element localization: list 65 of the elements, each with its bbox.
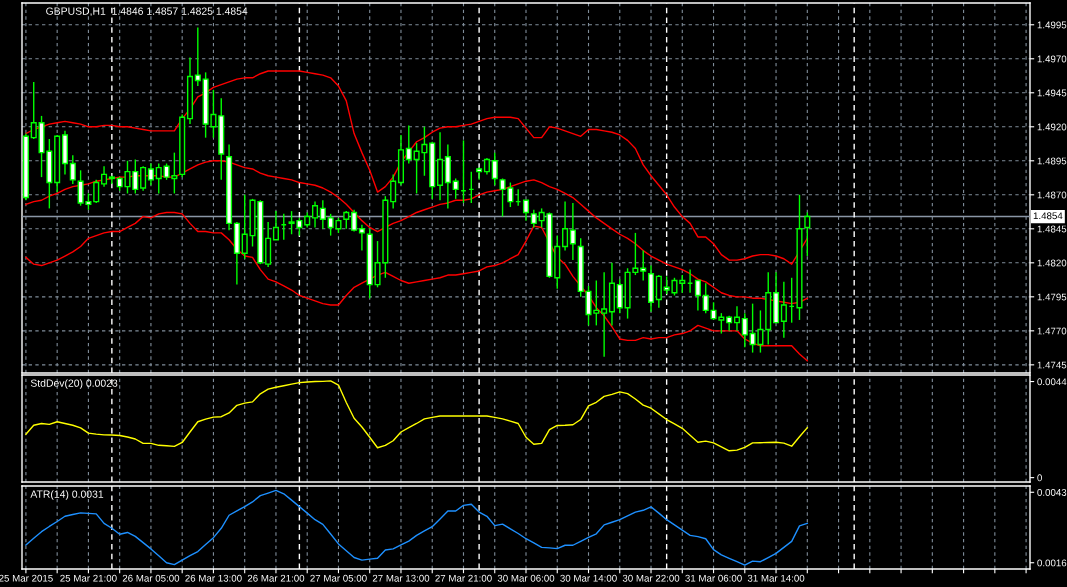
y-tick-label: 1.4945 — [1037, 89, 1067, 97]
candlestick — [140, 165, 147, 192]
line-series — [25, 380, 808, 452]
candlestick — [601, 271, 608, 358]
x-tick-label: 27 Mar 21:00 — [435, 574, 492, 582]
y-tick-label: 0.0043 — [1037, 489, 1067, 496]
x-tick-label: 27 Mar 13:00 — [372, 574, 430, 582]
candlestick — [733, 305, 741, 332]
candlestick — [155, 162, 162, 195]
candlestick — [741, 312, 748, 348]
candlestick — [655, 274, 662, 309]
candlestick — [804, 211, 811, 257]
candlestick — [562, 200, 569, 252]
candlestick — [93, 179, 100, 204]
x-tick-label: 30 Mar 14:00 — [560, 574, 617, 582]
line-series — [25, 489, 808, 566]
candlestick — [452, 177, 459, 200]
x-tick-label: 25 Mar 21:00 — [60, 574, 117, 582]
candlestick — [108, 175, 115, 185]
line-series — [25, 70, 808, 265]
candlestick — [640, 249, 647, 282]
y-tick-label: 1.4745 — [1037, 361, 1067, 369]
candlestick — [491, 151, 498, 186]
candlestick — [194, 26, 201, 87]
candlestick — [101, 165, 108, 188]
candlestick — [147, 162, 154, 186]
y-tick-label: 1.4820 — [1037, 259, 1067, 267]
candlestick — [319, 199, 326, 230]
x-tick-label: 31 Mar 14:00 — [747, 574, 805, 582]
y-tick-label: 0 — [1037, 474, 1042, 482]
y-tick-label: 1.4895 — [1037, 157, 1067, 165]
y-tick-label: 1.4870 — [1037, 191, 1067, 199]
y-tick-label: 0.0016 — [1037, 559, 1067, 567]
x-tick-label: 30 Mar 22:00 — [622, 574, 680, 582]
candlestick — [616, 278, 623, 314]
x-tick-label: 26 Mar 05:00 — [122, 574, 180, 582]
candlestick — [569, 202, 576, 261]
y-tick-label: 1.4920 — [1037, 123, 1067, 131]
candlestick — [405, 124, 412, 165]
candlestick — [358, 224, 365, 252]
candlestick — [694, 279, 701, 312]
candlestick — [522, 199, 530, 222]
y-tick-label: 1.4995 — [1037, 21, 1067, 29]
chart-title: GBPUSD,H1 1.4846 1.4857 1.4825 1.4854 — [46, 7, 248, 17]
x-tick-label: 26 Mar 21:00 — [247, 574, 305, 582]
chart-title: ATR(14) 0.0031 — [30, 490, 104, 500]
chart-title: StdDev(20) 0.0023 — [30, 379, 118, 389]
y-tick-label: 0.0044 — [1037, 378, 1067, 386]
candlestick — [69, 154, 76, 185]
ref-line-label: 1.4854 — [1033, 212, 1063, 220]
candlestick — [390, 173, 397, 210]
y-tick-label: 1.4795 — [1037, 293, 1067, 301]
x-tick-label: 25 Mar 2015 — [0, 574, 53, 582]
candlestick — [780, 281, 787, 339]
x-tick-label: 27 Mar 05:00 — [310, 574, 367, 582]
y-tick-label: 1.4770 — [1037, 327, 1067, 335]
candlestick — [311, 200, 319, 229]
y-tick-label: 1.4970 — [1037, 55, 1067, 63]
x-tick-label: 31 Mar 06:00 — [685, 574, 742, 582]
x-tick-label: 26 Mar 13:00 — [185, 574, 242, 582]
candlestick — [272, 210, 279, 241]
candlestick — [351, 209, 358, 233]
x-tick-label: 30 Mar 06:00 — [497, 574, 555, 582]
line-series — [25, 211, 808, 362]
y-tick-label: 1.4845 — [1037, 225, 1067, 233]
